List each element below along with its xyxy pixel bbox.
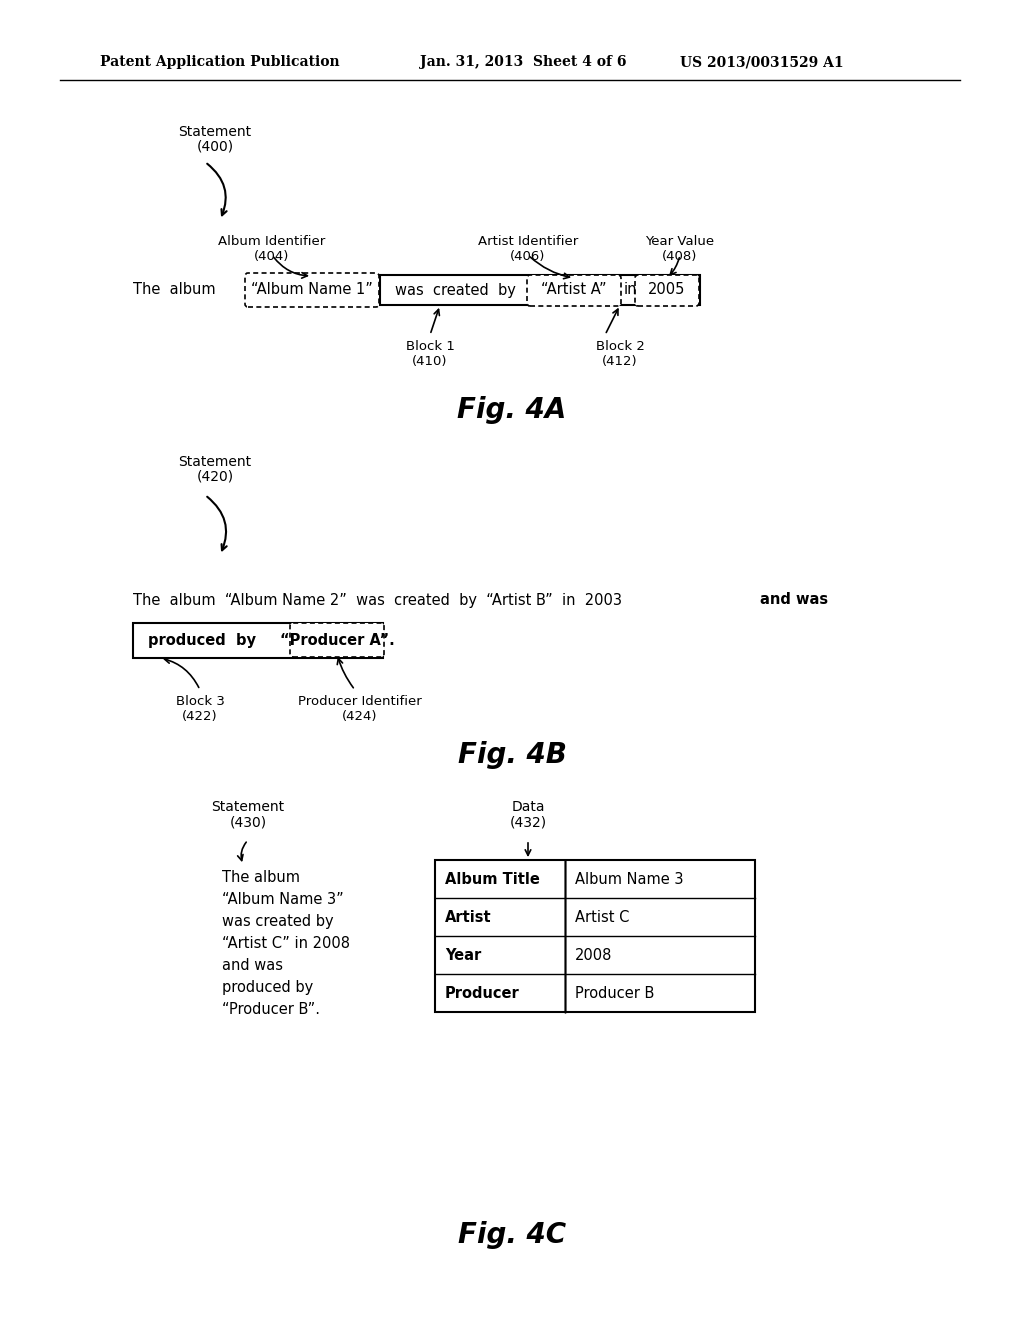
Text: Artist: Artist: [445, 909, 492, 924]
Text: in: in: [624, 282, 638, 297]
Text: (400): (400): [197, 140, 233, 154]
Text: (412): (412): [602, 355, 638, 368]
FancyBboxPatch shape: [245, 273, 379, 308]
Text: and was: and was: [760, 593, 828, 607]
Text: “Album Name 3”: “Album Name 3”: [222, 892, 344, 907]
Text: Album Identifier: Album Identifier: [218, 235, 326, 248]
Text: Year Value: Year Value: [645, 235, 715, 248]
Text: Block 3: Block 3: [175, 696, 224, 708]
Text: “Producer A”.: “Producer A”.: [280, 634, 394, 648]
Text: “Producer B”.: “Producer B”.: [222, 1002, 319, 1016]
Text: produced  by: produced by: [148, 634, 256, 648]
Text: Fig. 4C: Fig. 4C: [458, 1221, 566, 1249]
Text: “Album Name 1”: “Album Name 1”: [251, 282, 373, 297]
Text: Album Title: Album Title: [445, 871, 540, 887]
Text: The album: The album: [222, 870, 300, 884]
Bar: [133, 623, 383, 657]
Text: (424): (424): [342, 710, 378, 723]
Text: (422): (422): [182, 710, 218, 723]
Text: Fig. 4A: Fig. 4A: [458, 396, 566, 424]
Text: Album Name 3: Album Name 3: [575, 871, 683, 887]
Text: Year: Year: [445, 948, 481, 962]
Text: was created by: was created by: [222, 913, 334, 929]
Text: “Artist C” in 2008: “Artist C” in 2008: [222, 936, 350, 950]
Text: 2008: 2008: [575, 948, 612, 962]
Text: Statement: Statement: [178, 125, 252, 139]
Text: Producer Identifier: Producer Identifier: [298, 696, 422, 708]
Bar: [380, 275, 700, 305]
Text: “Artist A”: “Artist A”: [542, 282, 607, 297]
Text: was  created  by: was created by: [395, 282, 516, 297]
Text: Fig. 4B: Fig. 4B: [458, 741, 566, 770]
Text: (420): (420): [197, 470, 233, 484]
Text: produced by: produced by: [222, 979, 313, 995]
Text: (410): (410): [413, 355, 447, 368]
Text: The  album: The album: [133, 282, 216, 297]
Text: Producer: Producer: [445, 986, 520, 1001]
Text: Statement: Statement: [178, 455, 252, 469]
Text: (406): (406): [510, 249, 546, 263]
Bar: [435, 861, 755, 1012]
Text: Data: Data: [511, 800, 545, 814]
Text: Block 1: Block 1: [406, 341, 455, 352]
Text: (430): (430): [229, 814, 266, 829]
Text: US 2013/0031529 A1: US 2013/0031529 A1: [680, 55, 844, 69]
Text: Patent Application Publication: Patent Application Publication: [100, 55, 340, 69]
Text: 2005: 2005: [648, 282, 686, 297]
Text: Statement: Statement: [211, 800, 285, 814]
Text: Producer B: Producer B: [575, 986, 654, 1001]
FancyBboxPatch shape: [527, 275, 621, 306]
Text: Artist C: Artist C: [575, 909, 630, 924]
Text: Block 2: Block 2: [596, 341, 644, 352]
Text: Artist Identifier: Artist Identifier: [478, 235, 579, 248]
Bar: [636, 275, 698, 305]
Text: The  album  “Album Name 2”  was  created  by  “Artist B”  in  2003: The album “Album Name 2” was created by …: [133, 593, 631, 607]
Text: (432): (432): [509, 814, 547, 829]
Text: (404): (404): [254, 249, 290, 263]
FancyBboxPatch shape: [290, 623, 384, 657]
Text: and was: and was: [222, 958, 283, 973]
Text: (408): (408): [663, 249, 697, 263]
FancyBboxPatch shape: [635, 275, 699, 306]
Text: Jan. 31, 2013  Sheet 4 of 6: Jan. 31, 2013 Sheet 4 of 6: [420, 55, 627, 69]
